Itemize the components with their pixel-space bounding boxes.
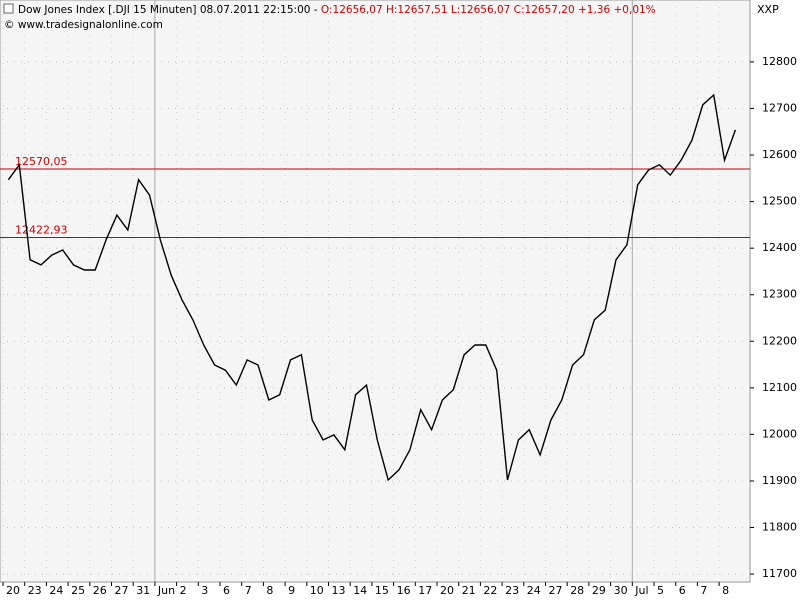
x-tick-label: 6 [223, 584, 230, 597]
level-label: 12422,93 [15, 223, 68, 236]
y-tick-label: 12200 [762, 334, 797, 347]
plot-area [0, 0, 751, 583]
y-tick-label: 12500 [762, 195, 797, 208]
x-tick-label: 20 [6, 584, 20, 597]
x-tick-label: 27 [549, 584, 563, 597]
source: © www.tradesignalonline.com [4, 19, 163, 31]
x-tick-label: 15 [375, 584, 389, 597]
y-tick-label: 12700 [762, 101, 797, 114]
icon [3, 3, 14, 14]
y-tick-label: 12000 [762, 427, 797, 440]
x-tick-label: 2 [180, 584, 187, 597]
y-tick-label: 12300 [762, 288, 797, 301]
x-tick-label: 14 [353, 584, 367, 597]
y-tick-label: 11900 [762, 474, 797, 487]
x-tick-label: 24 [49, 584, 63, 597]
x-tick-label: 29 [592, 584, 606, 597]
x-tick-label: 13 [332, 584, 346, 597]
axis-name: XXP [757, 3, 779, 16]
level-label: 12570,05 [15, 155, 68, 168]
x-tick-label: 30 [614, 584, 628, 597]
x-tick-label: 10 [310, 584, 324, 597]
x-tick-label: 8 [266, 584, 273, 597]
x-tick-label: 8 [722, 584, 729, 597]
marks: 12570,05 12422,93 [0, 93, 750, 482]
y-tick-label: 12400 [762, 241, 797, 254]
x-tick-label: 7 [245, 584, 252, 597]
x-tick-label: Jul [634, 584, 648, 597]
x-tick-label: Jun [157, 584, 175, 597]
x-tick-label: 25 [71, 584, 85, 597]
chart-title: Dow Jones Index [.DJI 15 Minuten] 08.07.… [18, 4, 318, 16]
x-tick-label: 23 [505, 584, 519, 597]
x-tick-label: 16 [397, 584, 411, 597]
x-tick-label: 22 [483, 584, 497, 597]
price-line [7, 93, 737, 482]
y-tick-label: 11700 [762, 567, 797, 580]
x-tick-label: 28 [570, 584, 584, 597]
x-tick-label: 9 [288, 584, 295, 597]
chart-subtitle: O:12656,07 H:12657,51 L:12656,07 C:12657… [321, 4, 656, 16]
y-tick-label: 12100 [762, 381, 797, 394]
y-tick-label: 12800 [762, 55, 797, 68]
x-tick-label: 5 [657, 584, 664, 597]
x-tick-label: 7 [700, 584, 707, 597]
y-tick-label: 12600 [762, 148, 797, 161]
x-tick-label: 23 [28, 584, 42, 597]
x-tick-label: 21 [462, 584, 476, 597]
x-tick-label: 17 [418, 584, 432, 597]
x-tick-label: 27 [115, 584, 129, 597]
x-tick-label: 24 [527, 584, 541, 597]
x-tick-label: 6 [679, 584, 686, 597]
header: Dow Jones Index [.DJI 15 Minuten] 08.07.… [18, 4, 656, 16]
x-tick-label: 26 [93, 584, 107, 597]
x-tick-label: 20 [440, 584, 454, 597]
x-tick-label: 31 [136, 584, 150, 597]
grid [0, 0, 750, 582]
y-tick-label: 11800 [762, 521, 797, 534]
x-tick-label: 3 [201, 584, 208, 597]
